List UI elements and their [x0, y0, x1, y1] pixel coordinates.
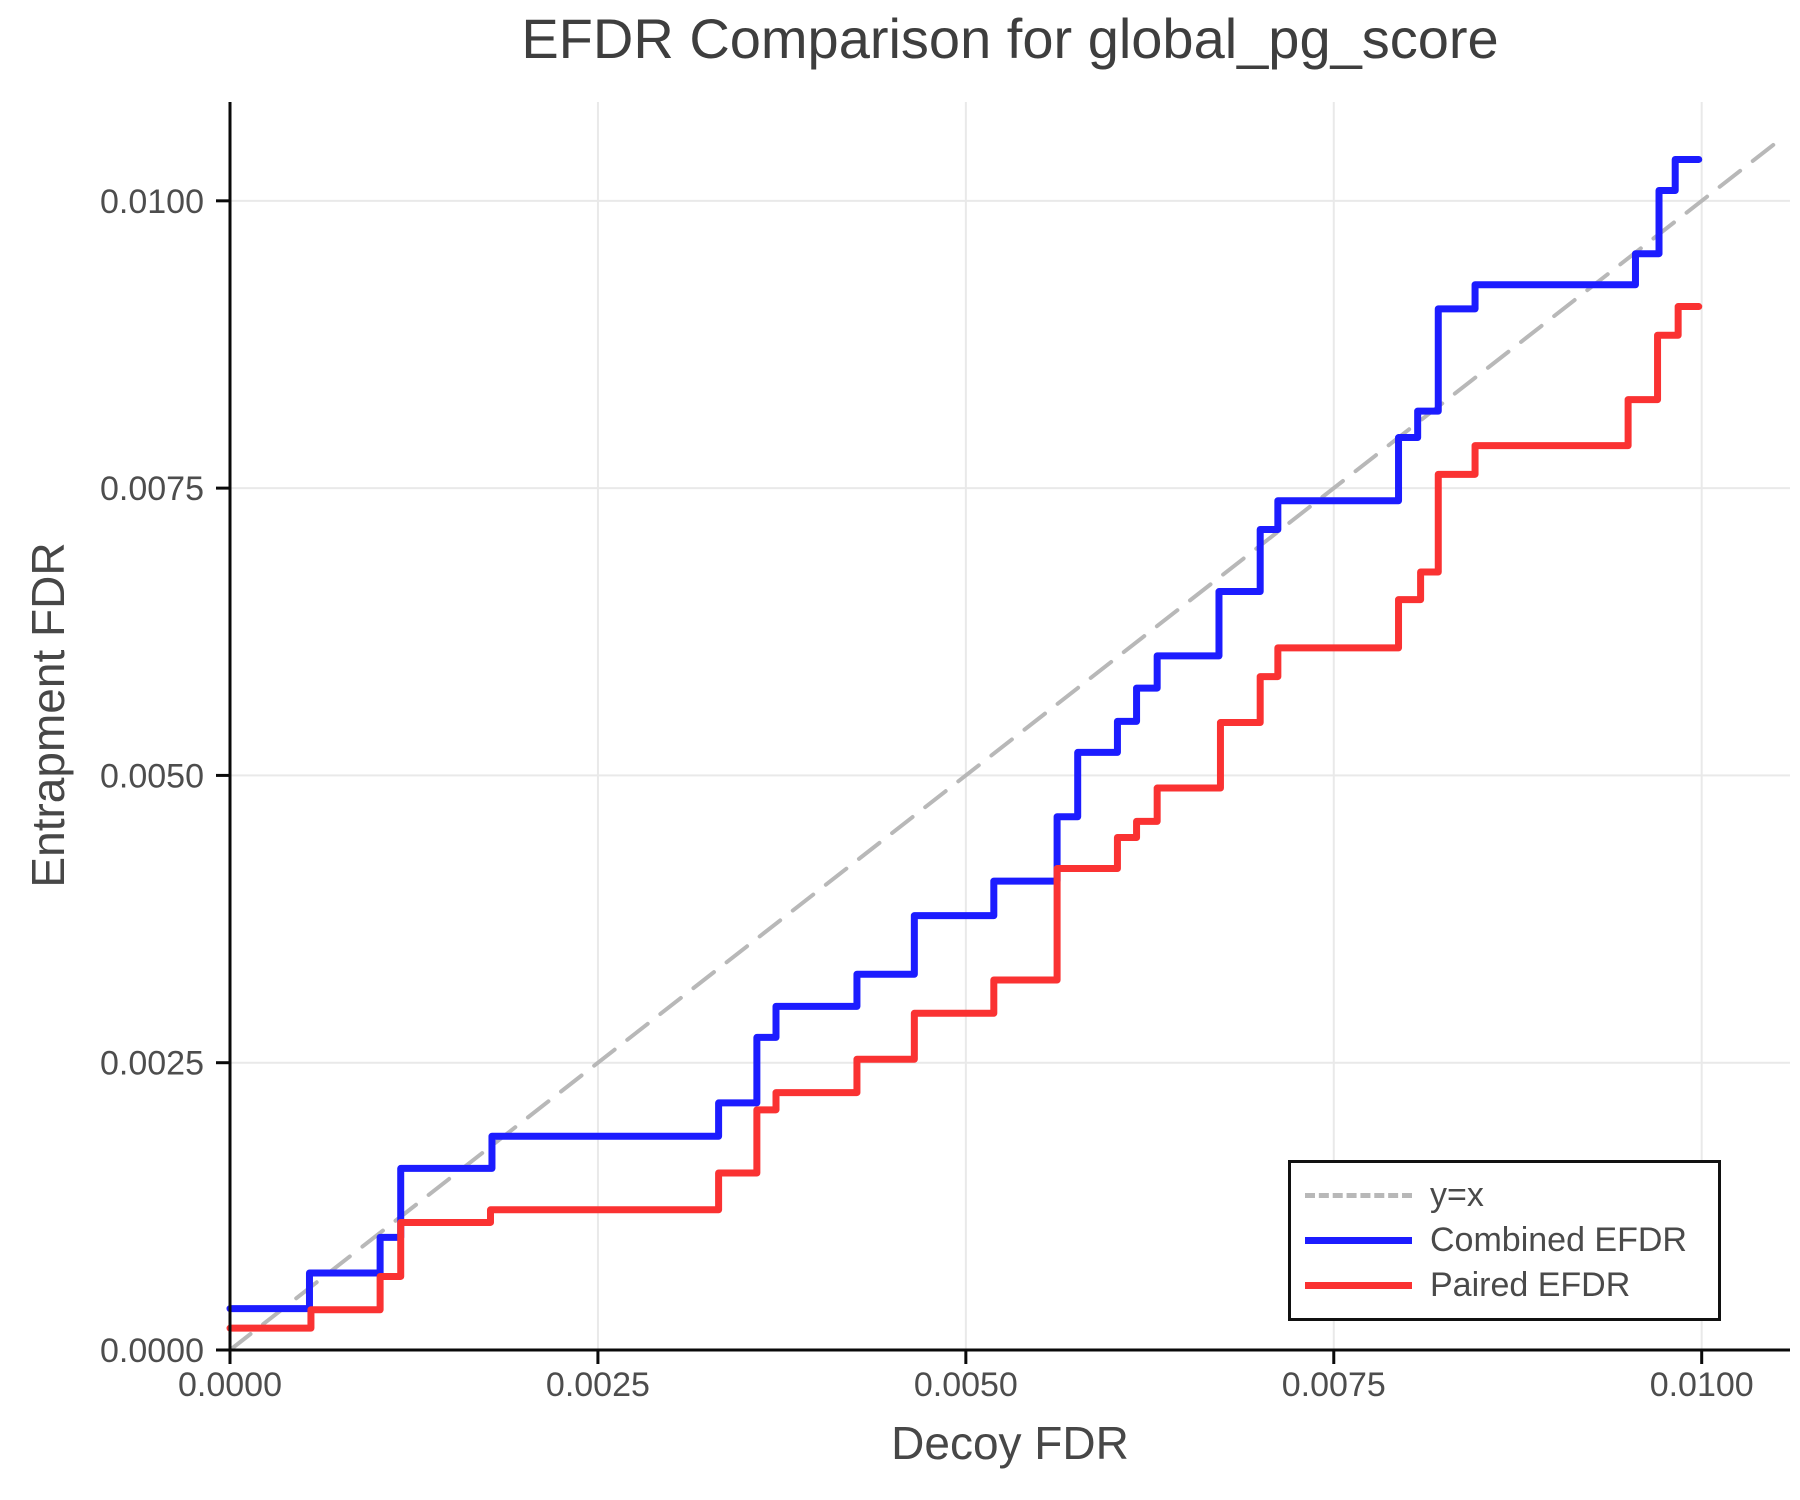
paired-efdr-line-sample	[1305, 1282, 1412, 1289]
legend-label-identity: y=x	[1430, 1176, 1484, 1214]
legend-label-combined: Combined EFDR	[1430, 1221, 1687, 1259]
legend-row-identity: y=x	[1291, 1173, 1718, 1218]
legend-box: y=x Combined EFDR Paired EFDR	[1288, 1160, 1721, 1321]
legend-row-paired: Paired EFDR	[1291, 1263, 1718, 1308]
x-tick-label: 0.0075	[1282, 1366, 1386, 1404]
y-tick-label: 0.0025	[100, 1045, 204, 1083]
identity-line-sample	[1305, 1193, 1412, 1198]
x-tick-label: 0.0000	[178, 1366, 282, 1404]
chart-title: EFDR Comparison for global_pg_score	[521, 7, 1499, 70]
paired-efdr-line	[226, 303, 1703, 1332]
y-tick-label: 0.0100	[100, 183, 204, 221]
legend-label-paired: Paired EFDR	[1430, 1266, 1631, 1304]
x-tick-label: 0.0100	[1650, 1366, 1754, 1404]
y-x-line	[228, 141, 1778, 1352]
combined-efdr-line	[226, 155, 1703, 1313]
x-tick-label: 0.0050	[914, 1366, 1018, 1404]
legend-row-combined: Combined EFDR	[1291, 1218, 1718, 1263]
y-tick-label: 0.0050	[100, 757, 204, 795]
x-tick-label: 0.0025	[546, 1366, 650, 1404]
x-axis-label: Decoy FDR	[891, 1417, 1129, 1469]
y-tick-label: 0.0000	[100, 1332, 204, 1370]
y-tick-label: 0.0075	[100, 470, 204, 508]
combined-efdr-line-sample	[1305, 1237, 1412, 1244]
y-axis-label: Entrapment FDR	[22, 542, 74, 888]
